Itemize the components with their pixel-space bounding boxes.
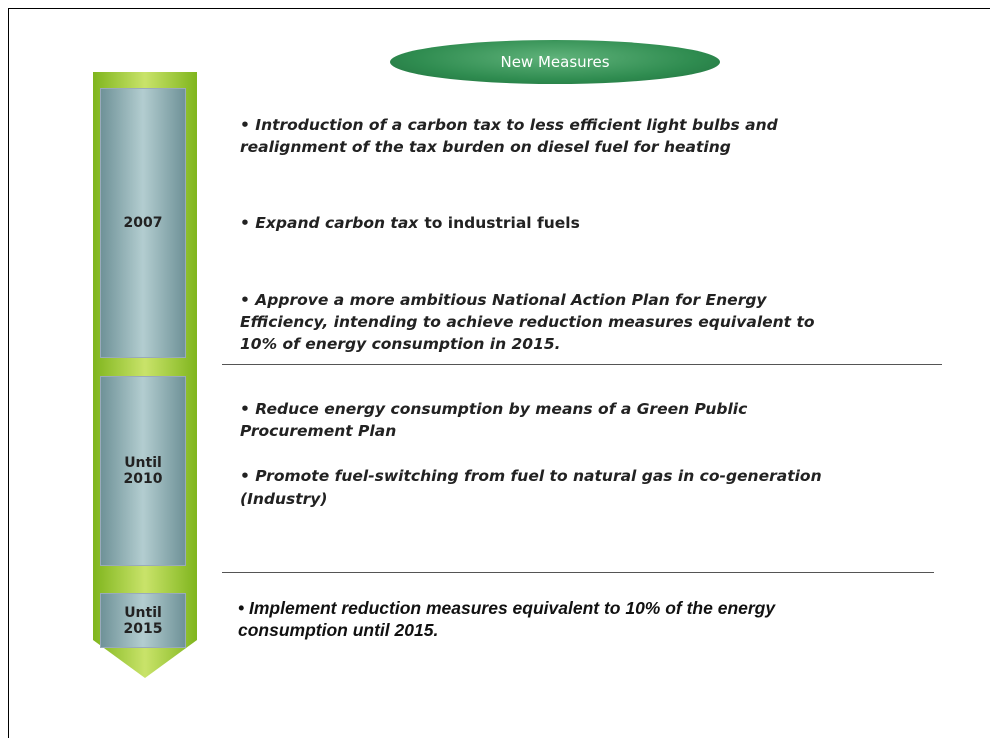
period-box: Until 2010	[100, 376, 186, 566]
header-title: New Measures	[390, 40, 720, 84]
period-box: 2007	[100, 88, 186, 358]
item-line: 10% of energy consumption in 2015.	[240, 335, 561, 353]
item-line: consumption until 2015.	[238, 620, 438, 641]
item-line: Procurement Plan	[240, 422, 396, 440]
separator	[222, 572, 934, 573]
item-line: • Implement reduction measures equivalen…	[238, 598, 775, 619]
item-line: realignment of the tax burden on diesel …	[240, 138, 731, 156]
period-label: 2015	[123, 620, 163, 637]
period-label: 2007	[123, 215, 163, 231]
period-box: Until 2015	[100, 593, 186, 648]
frame	[8, 8, 990, 738]
item-text: Procurement Plan	[240, 422, 397, 440]
item-line: • Promote fuel-switching from fuel to na…	[240, 467, 822, 485]
item-line: (Industry)	[240, 490, 327, 508]
item-line: Efficiency, intending to achieve reducti…	[240, 313, 815, 331]
item-line: • Approve a more ambitious National Acti…	[240, 291, 767, 309]
item-suffix: to industrial fuels	[424, 214, 580, 232]
item-text: • Promote fuel-switching from fuel to na…	[240, 467, 822, 485]
item-line: • Introduction of a carbon tax to less e…	[240, 116, 778, 134]
item-text: • Implement reduction measures equivalen…	[238, 598, 776, 618]
period-label: 2010	[123, 471, 163, 487]
item-text: • Reduce energy consumption by means of …	[240, 400, 748, 418]
item-text: Efficiency, intending to achieve reducti…	[240, 313, 815, 331]
item-text: • Introduction of a carbon tax to less e…	[240, 116, 778, 134]
item-text: • Expand carbon tax	[240, 214, 419, 232]
separator	[222, 364, 942, 365]
item-text: realignment of the tax burden on diesel …	[240, 138, 731, 156]
period-label: Until	[124, 604, 162, 621]
item-text: 10% of energy consumption in 2015.	[240, 335, 561, 353]
item-line: • Expand carbon tax to industrial fuels	[240, 214, 580, 232]
item-text: consumption until 2015.	[238, 620, 439, 640]
item-text: (Industry)	[240, 490, 328, 508]
item-text: • Approve a more ambitious National Acti…	[240, 291, 767, 309]
period-label: Until	[124, 455, 162, 471]
item-line: • Reduce energy consumption by means of …	[240, 400, 747, 418]
